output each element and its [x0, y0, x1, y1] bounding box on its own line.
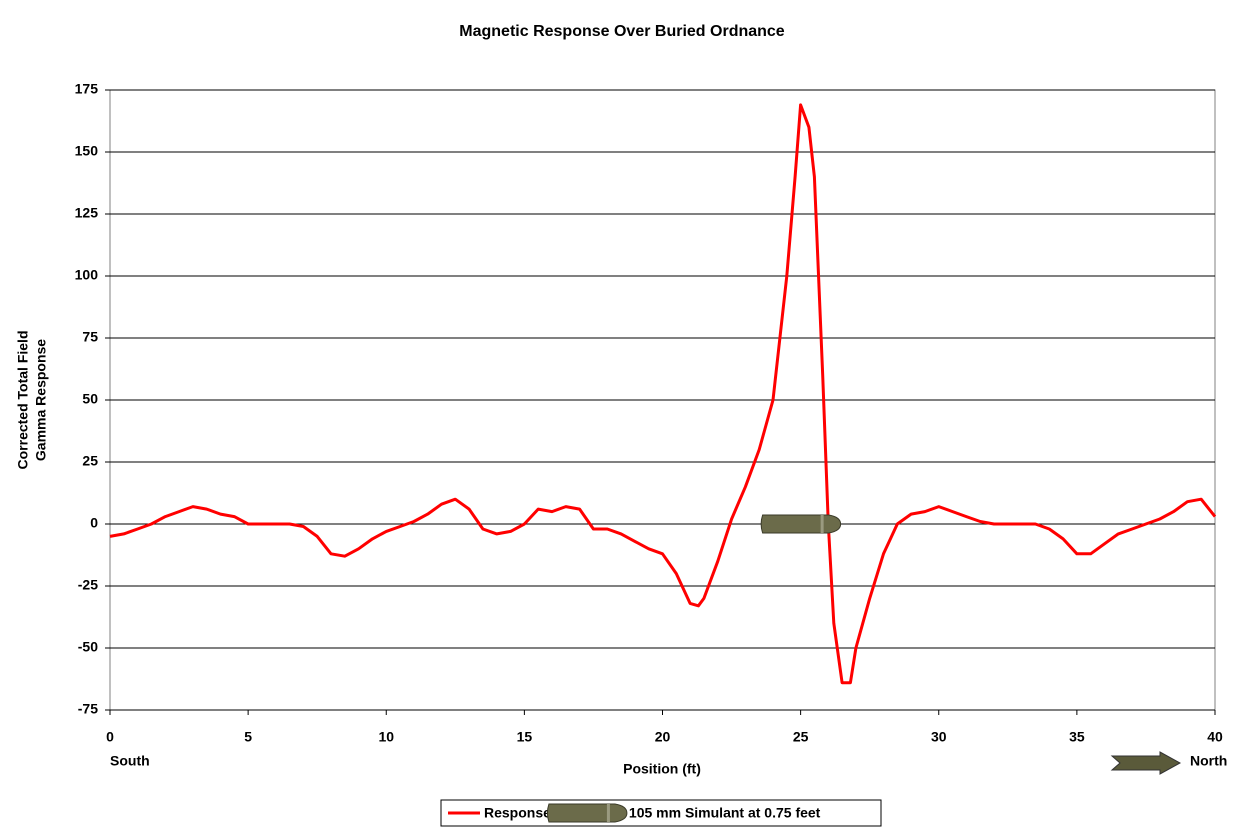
- y-tick-label: 50: [82, 391, 98, 407]
- y-tick-label: 75: [82, 329, 98, 345]
- x-tick-label: 15: [517, 729, 533, 745]
- legend-label: Response: [484, 805, 551, 821]
- shell-marker: [546, 803, 628, 823]
- x-tick-label: 20: [655, 729, 671, 745]
- legend-box: [440, 799, 882, 827]
- shell-band: [820, 515, 824, 533]
- south-label: South: [110, 753, 150, 769]
- y-tick-label: -50: [78, 639, 98, 655]
- north-label: North: [1190, 753, 1227, 769]
- response-line: [109, 103, 1217, 685]
- y-tick-label: 125: [75, 205, 99, 221]
- y-tick-label: 150: [75, 143, 99, 159]
- y-tick-label: 175: [75, 81, 99, 97]
- y-axis-label: Corrected Total Field: [15, 331, 31, 470]
- shell-marker: [760, 514, 842, 534]
- shell-band: [606, 804, 610, 822]
- north-arrow: [1110, 751, 1182, 775]
- y-axis-label: Gamma Response: [33, 339, 49, 461]
- y-tick-label: 0: [90, 515, 98, 531]
- shell-body: [760, 514, 842, 534]
- x-tick-label: 35: [1069, 729, 1085, 745]
- x-axis-label: Position (ft): [623, 761, 701, 777]
- x-tick-label: 30: [931, 729, 947, 745]
- x-tick-label: 25: [793, 729, 809, 745]
- x-tick-label: 5: [244, 729, 252, 745]
- x-tick-label: 10: [378, 729, 394, 745]
- x-tick-label: 40: [1207, 729, 1223, 745]
- chart-title: Magnetic Response Over Buried Ordnance: [459, 23, 785, 40]
- x-tick-label: 0: [106, 729, 114, 745]
- legend: Response 105 mm Simulant at 0.75 feet: [440, 799, 882, 827]
- y-tick-label: 100: [75, 267, 99, 283]
- shell-body: [546, 803, 628, 823]
- y-tick-label: 25: [82, 453, 98, 469]
- y-tick-label: -25: [78, 577, 98, 593]
- legend-label: 105 mm Simulant at 0.75 feet: [629, 805, 821, 821]
- y-tick-label: -75: [78, 701, 98, 717]
